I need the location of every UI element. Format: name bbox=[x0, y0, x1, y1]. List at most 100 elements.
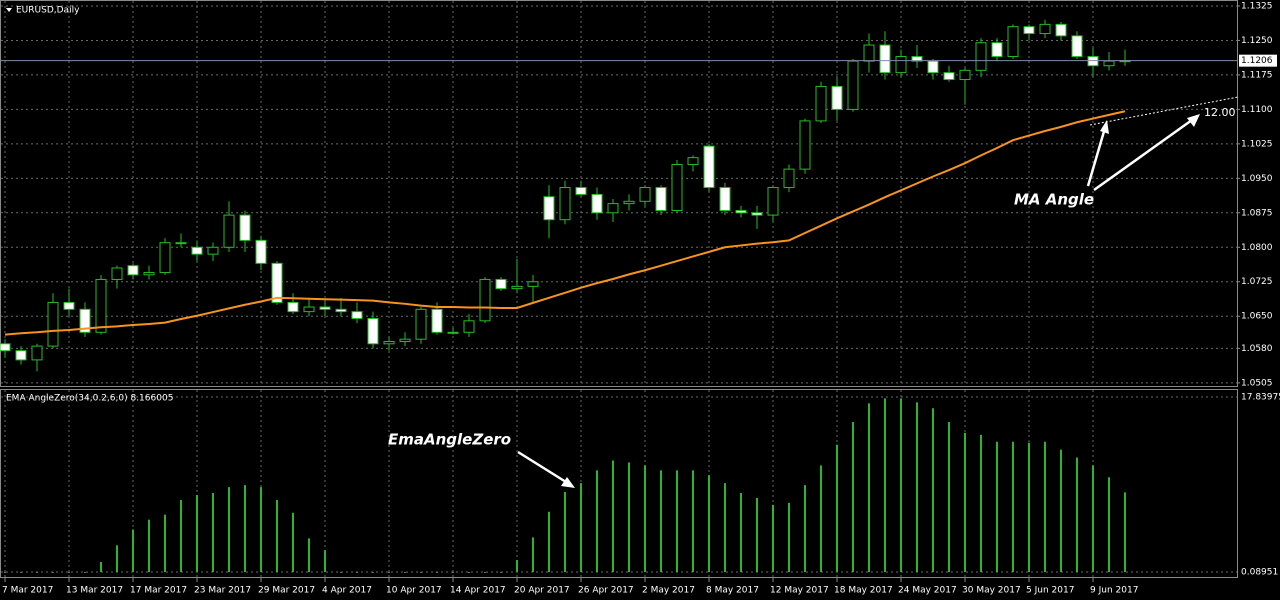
bar bbox=[292, 512, 294, 572]
y-tick-label: 17.83975 bbox=[1241, 393, 1280, 403]
candle-body bbox=[463, 320, 475, 333]
x-tick-label: 7 Mar 2017 bbox=[2, 586, 53, 596]
candle-body bbox=[751, 212, 763, 216]
bar bbox=[772, 504, 774, 572]
x-tick-label: 20 Apr 2017 bbox=[514, 586, 570, 596]
candle-body bbox=[799, 120, 811, 170]
candle-body bbox=[335, 308, 347, 313]
bar bbox=[308, 538, 310, 572]
bar bbox=[708, 475, 710, 572]
candle-body bbox=[191, 246, 203, 255]
candle-body bbox=[655, 187, 667, 212]
x-tick-label: 8 May 2017 bbox=[706, 586, 759, 596]
bar bbox=[420, 572, 422, 573]
current-price-label: 1.1206 bbox=[1241, 56, 1273, 66]
bar bbox=[1044, 441, 1046, 572]
bar bbox=[1108, 477, 1110, 572]
bar bbox=[84, 572, 86, 573]
bar bbox=[596, 470, 598, 572]
candle-body bbox=[591, 193, 603, 214]
bar bbox=[372, 572, 374, 573]
bar bbox=[36, 572, 38, 573]
ema-annotation: EmaAngleZero bbox=[388, 431, 511, 449]
bar bbox=[644, 465, 646, 572]
candle-body bbox=[1039, 23, 1051, 35]
candle-body bbox=[63, 301, 75, 310]
candle-body bbox=[847, 60, 859, 110]
bar bbox=[532, 537, 534, 572]
bar bbox=[756, 497, 758, 572]
bar bbox=[388, 572, 390, 573]
candle-body bbox=[79, 308, 91, 333]
x-tick-label: 2 May 2017 bbox=[642, 586, 695, 596]
x-tick-label: 23 Mar 2017 bbox=[194, 586, 251, 596]
candle-body bbox=[703, 145, 715, 189]
x-tick-label: 26 Apr 2017 bbox=[578, 586, 634, 596]
candle-body bbox=[495, 278, 507, 290]
candle-body bbox=[543, 196, 555, 221]
y-tick-label: 1.1250 bbox=[1241, 36, 1273, 46]
y-tick-label: 1.0800 bbox=[1241, 243, 1273, 253]
bar bbox=[196, 494, 198, 572]
y-tick-label: 1.0650 bbox=[1241, 312, 1273, 322]
candle-body bbox=[47, 301, 59, 347]
candle-body bbox=[527, 281, 539, 287]
candle-body bbox=[671, 164, 683, 212]
candle-body bbox=[127, 265, 139, 276]
candle-body bbox=[383, 340, 395, 345]
x-tick-label: 24 May 2017 bbox=[898, 586, 957, 596]
bar bbox=[884, 398, 886, 572]
candle-body bbox=[943, 72, 955, 81]
bar bbox=[148, 519, 150, 572]
candle-body bbox=[255, 239, 267, 264]
bar bbox=[612, 460, 614, 572]
bar bbox=[324, 550, 326, 572]
y-tick-label: 1.0950 bbox=[1241, 174, 1273, 184]
y-tick-label: 1.0725 bbox=[1241, 277, 1273, 287]
bar bbox=[964, 432, 966, 572]
arrowhead bbox=[561, 477, 575, 488]
candle-body bbox=[927, 60, 939, 74]
chart-title: EURUSD,Daily bbox=[16, 6, 80, 16]
x-tick-label: 17 Mar 2017 bbox=[130, 586, 187, 596]
bar bbox=[1028, 442, 1030, 572]
y-tick-label: 1.1175 bbox=[1241, 70, 1273, 80]
candle-body bbox=[479, 278, 491, 322]
candle-body bbox=[1007, 26, 1019, 58]
bar bbox=[548, 511, 550, 572]
candle-body bbox=[399, 338, 411, 342]
indicator-title: EMA AngleZero(34,0.2,6,0) 8.166005 bbox=[6, 394, 173, 404]
bar bbox=[484, 572, 486, 573]
bar bbox=[468, 572, 470, 573]
candle-body bbox=[447, 331, 459, 334]
bar bbox=[660, 470, 662, 572]
candle-body bbox=[143, 272, 155, 276]
arrow bbox=[1093, 118, 1193, 192]
candle-body bbox=[287, 301, 299, 313]
bar bbox=[980, 434, 982, 572]
bar bbox=[4, 572, 6, 573]
candle-body bbox=[111, 267, 123, 280]
candle-body bbox=[15, 350, 27, 361]
bar bbox=[916, 402, 918, 572]
bar bbox=[436, 572, 438, 573]
bar bbox=[164, 514, 166, 572]
candle-body bbox=[1071, 35, 1083, 58]
arrow bbox=[517, 450, 567, 484]
bar bbox=[804, 485, 806, 572]
bar bbox=[276, 499, 278, 572]
bar bbox=[1124, 492, 1126, 572]
candle-body bbox=[351, 311, 363, 320]
candle-body bbox=[1103, 60, 1115, 67]
bar bbox=[676, 470, 678, 572]
bar bbox=[356, 572, 358, 573]
bar bbox=[20, 572, 22, 573]
candle-body bbox=[975, 42, 987, 71]
candle-body bbox=[815, 85, 827, 122]
y-tick-label: 1.1100 bbox=[1241, 105, 1273, 115]
bar bbox=[244, 485, 246, 572]
bar bbox=[260, 487, 262, 572]
bar bbox=[740, 493, 742, 572]
